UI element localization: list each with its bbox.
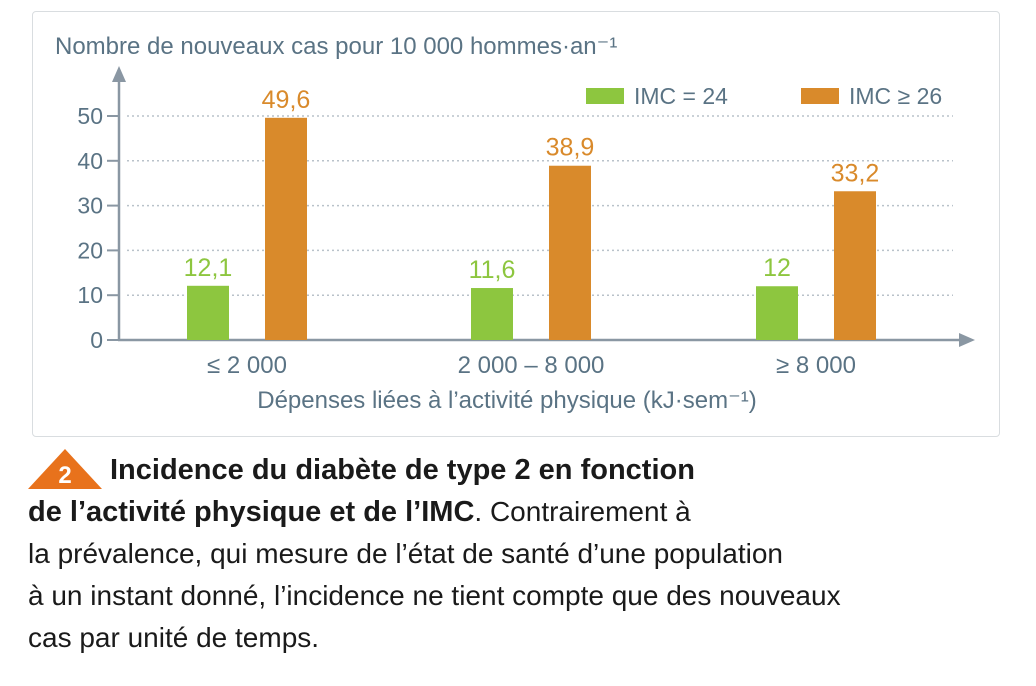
- caption-line-1: 2 Incidence du diabète de type 2 en fonc…: [28, 449, 1028, 491]
- chart-panel: 0 10 20 30 40 50 Nombre de nouveaux cas pour 1…: [32, 11, 1000, 437]
- y-tick-label: 50: [77, 103, 103, 129]
- bar-chart: 0 10 20 30 40 50 Nombre de nouveaux cas pour 1…: [55, 33, 975, 414]
- legend-swatch: [586, 88, 624, 104]
- x-tick-label: ≥ 8 000: [776, 352, 856, 379]
- y-tick-label: 20: [77, 237, 103, 263]
- caption-body-part1: . Contrairement à: [474, 496, 691, 527]
- bar-imc-26: [265, 117, 307, 341]
- bar-imc-24: [187, 285, 229, 340]
- bar-imc-26: [549, 165, 591, 340]
- caption-line-4: à un instant donné, l’incidence ne tient…: [28, 580, 841, 611]
- y-axis-arrow-icon: [112, 66, 126, 82]
- data-label: 38,9: [546, 134, 595, 162]
- legend-label: IMC ≥ 26: [849, 83, 942, 109]
- y-tick-label: 40: [77, 148, 103, 174]
- bar-imc-24: [756, 286, 798, 340]
- badge-number: 2: [58, 462, 71, 489]
- figure-caption: 2 Incidence du diabète de type 2 en fonc…: [28, 449, 1028, 659]
- figure-number-badge: 2: [28, 449, 102, 489]
- caption-line-5: cas par unité de temps.: [28, 622, 320, 653]
- bar-imc-24: [471, 288, 513, 340]
- caption-title-part2: de l’activité physique et de l’IMC: [28, 496, 475, 528]
- y-tick-label: 0: [90, 327, 103, 353]
- data-label: 11,6: [469, 256, 516, 284]
- data-label: 49,6: [262, 86, 311, 114]
- y-tick-label: 30: [77, 193, 103, 219]
- legend-swatch: [801, 88, 839, 104]
- caption-title-part1: Incidence du diabète de type 2 en foncti…: [110, 454, 695, 486]
- data-label: 12: [763, 254, 791, 282]
- y-tick-label: 10: [77, 282, 103, 308]
- caption-line-2: de l’activité physique et de l’IMC. Cont…: [28, 491, 1028, 533]
- x-tick-label: 2 000 – 8 000: [458, 352, 605, 379]
- bar-imc-26: [834, 191, 876, 340]
- x-axis-label: Dépenses liées à l’activité physique (kJ…: [257, 387, 757, 414]
- warning-triangle-icon: [28, 449, 102, 489]
- x-axis-arrow-icon: [959, 333, 975, 347]
- data-label: 12,1: [184, 254, 233, 282]
- caption-line-3: la prévalence, qui mesure de l’état de s…: [28, 538, 783, 569]
- x-tick-label: ≤ 2 000: [207, 352, 287, 379]
- data-label: 33,2: [831, 159, 880, 187]
- legend-label: IMC = 24: [634, 83, 728, 109]
- chart-title: Nombre de nouveaux cas pour 10 000 homme…: [55, 33, 617, 60]
